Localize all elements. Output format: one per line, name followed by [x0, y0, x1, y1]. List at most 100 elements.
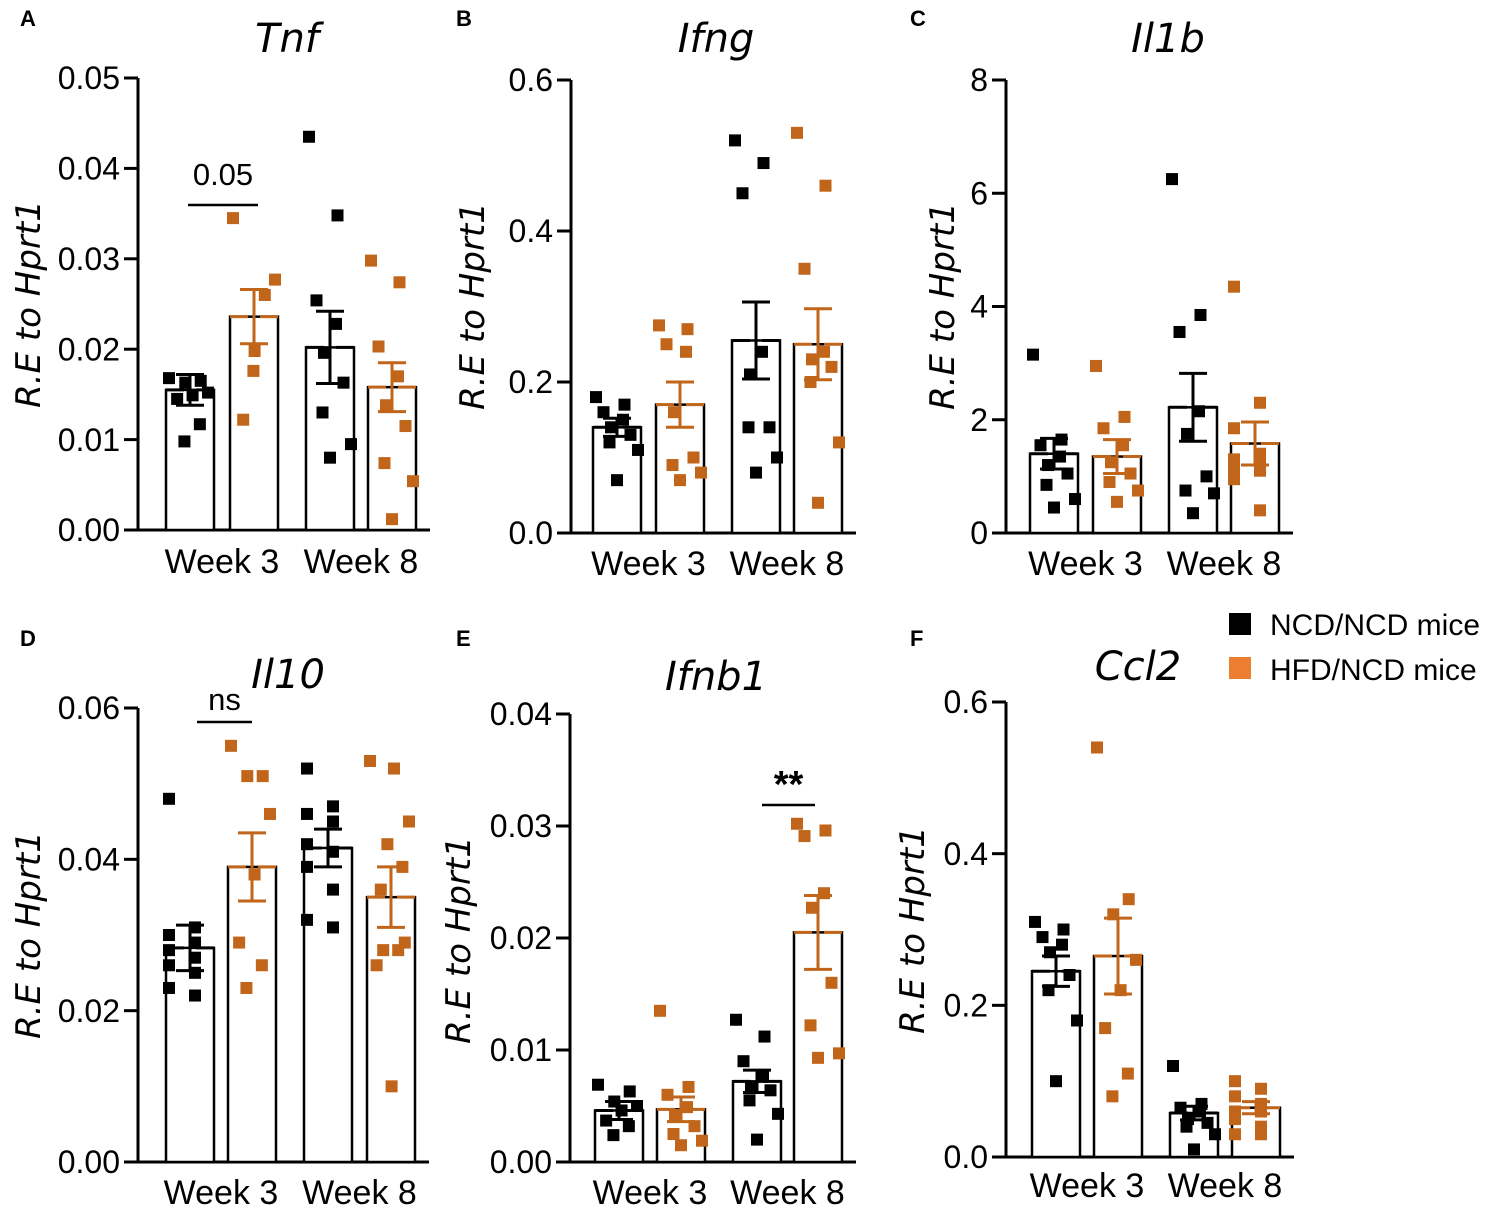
data-point — [806, 353, 818, 366]
data-point — [668, 406, 680, 419]
y-tick-label: 0.02 — [58, 331, 120, 367]
data-point — [624, 428, 637, 441]
y-tick-label: 0 — [970, 515, 988, 551]
bar-group — [592, 1078, 645, 1164]
data-point — [618, 398, 631, 411]
data-point — [1229, 1113, 1241, 1126]
data-point — [310, 294, 323, 307]
data-point — [331, 209, 344, 222]
y-tick-label: 0.6 — [944, 684, 988, 720]
data-point — [247, 364, 260, 377]
data-point — [833, 436, 845, 449]
data-point — [365, 254, 377, 267]
data-point — [611, 474, 623, 487]
data-point — [771, 451, 783, 464]
data-point — [179, 376, 192, 389]
data-point — [730, 1013, 742, 1026]
bar — [302, 846, 354, 1164]
data-point — [623, 1085, 636, 1098]
data-point — [1229, 1090, 1241, 1103]
bar-group — [1228, 280, 1281, 535]
bar-group — [1229, 1075, 1282, 1159]
data-point — [393, 276, 406, 289]
data-point — [1027, 348, 1039, 361]
data-point — [1105, 456, 1117, 469]
data-point — [372, 340, 385, 353]
x-category-label: Week 3 — [165, 543, 280, 581]
data-point — [669, 1108, 681, 1121]
bar-group — [1167, 1060, 1221, 1159]
data-point — [1229, 1128, 1241, 1141]
data-point — [660, 338, 673, 351]
bar-group — [791, 817, 845, 1164]
data-point — [1050, 1075, 1062, 1088]
y-tick-label: 8 — [970, 62, 988, 98]
data-point — [301, 762, 313, 775]
data-point — [301, 860, 313, 873]
data-point — [791, 817, 803, 830]
data-point — [255, 959, 268, 972]
data-point — [318, 346, 330, 359]
data-point — [407, 475, 419, 488]
x-category-label: Week 3 — [164, 1174, 279, 1208]
data-point — [1034, 439, 1047, 452]
data-point — [380, 399, 392, 412]
data-point — [194, 374, 207, 387]
data-point — [386, 513, 398, 526]
data-point — [764, 1084, 777, 1097]
y-tick-label: 0.6 — [509, 62, 553, 98]
bar-group — [590, 391, 644, 535]
y-axis-label: R.E to Hprt1 — [9, 831, 49, 1039]
legend-swatch-ncd — [1229, 613, 1251, 635]
data-point — [603, 436, 616, 449]
y-tick-label: 0.0 — [944, 1139, 988, 1175]
data-point — [193, 418, 206, 431]
y-tick-label: 0.02 — [490, 920, 552, 956]
data-point — [392, 944, 405, 957]
data-point — [1091, 741, 1103, 754]
data-point — [1228, 473, 1240, 486]
data-point — [1228, 280, 1240, 293]
bar-group — [225, 739, 278, 1164]
data-point — [681, 323, 694, 336]
x-category-label: Week 8 — [730, 545, 845, 583]
bar — [1030, 969, 1082, 1159]
data-point — [256, 770, 269, 783]
y-tick-label: 0.03 — [58, 241, 120, 277]
data-point — [163, 372, 175, 385]
data-point — [729, 134, 741, 147]
bar-group — [163, 372, 216, 532]
data-point — [385, 1080, 398, 1093]
data-point — [269, 273, 281, 286]
data-point — [682, 1080, 695, 1093]
data-point — [163, 929, 175, 941]
data-point — [743, 1094, 756, 1107]
data-point — [327, 800, 339, 813]
data-point — [1188, 1143, 1200, 1156]
data-point — [806, 901, 818, 914]
data-point — [833, 1047, 845, 1060]
y-tick-label: 2 — [970, 402, 988, 438]
data-point — [590, 391, 602, 404]
y-tick-label: 0.00 — [490, 1144, 552, 1180]
data-point — [303, 130, 315, 143]
data-point — [1181, 427, 1193, 440]
data-point — [327, 921, 339, 934]
data-point — [751, 1133, 763, 1146]
y-axis-label: R.E to Hprt1 — [893, 826, 933, 1034]
data-point — [178, 435, 191, 448]
data-point — [617, 413, 629, 426]
data-point — [1208, 487, 1220, 500]
data-point — [1209, 1128, 1221, 1141]
data-point — [316, 406, 329, 419]
data-point — [654, 1004, 666, 1017]
panel-title: Ifng — [678, 16, 755, 62]
data-point — [1200, 470, 1213, 483]
y-axis-label: R.E to Hprt1 — [453, 202, 493, 410]
data-point — [1106, 1090, 1119, 1103]
data-point — [695, 466, 707, 479]
data-point — [680, 345, 692, 358]
data-point — [163, 944, 175, 957]
panel-f: F Ccl2 R.E to Hprt1 0.0 0.2 0.4 0.6 Week 3 Week … — [893, 626, 1294, 1205]
data-point — [378, 457, 391, 470]
